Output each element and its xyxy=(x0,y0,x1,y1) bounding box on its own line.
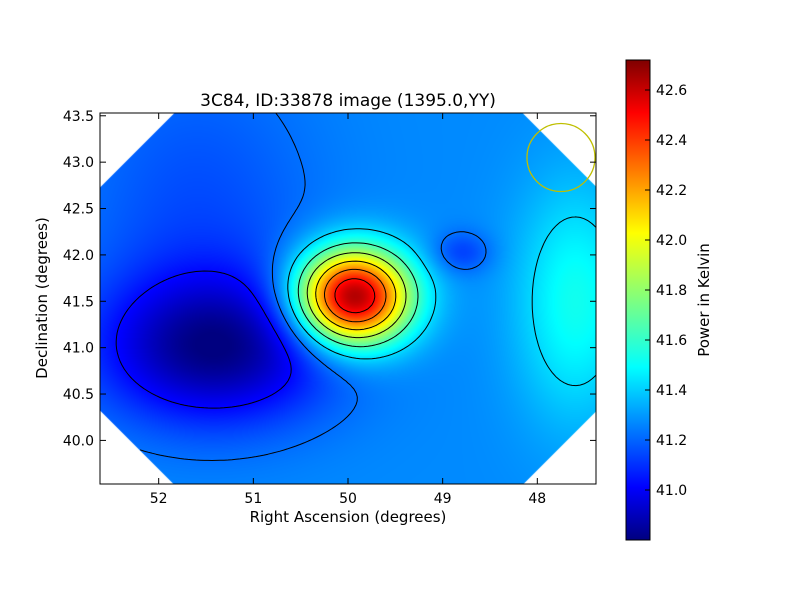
beam-marker xyxy=(526,122,596,193)
chart-title: 3C84, ID:33878 image (1395.0,YY) xyxy=(200,91,496,111)
x-tick-label: 51 xyxy=(244,491,262,507)
x-axis-label: Right Ascension (degrees) xyxy=(250,508,447,526)
x-tick-label: 50 xyxy=(339,491,357,507)
colorbar-tick-label: 41.0 xyxy=(656,483,687,499)
x-axis-ticks: 52 51 50 49 48 xyxy=(150,113,546,507)
colorbar xyxy=(625,59,651,541)
y-tick-label: 42.0 xyxy=(63,248,94,264)
colorbar-ticks: 41.0 41.2 41.4 41.6 41.8 42.0 42.2 42.4 42.6 xyxy=(645,83,687,499)
y-tick-label: 42.5 xyxy=(63,202,94,218)
contour-level-4 xyxy=(297,242,419,348)
heatmap-image xyxy=(100,113,596,484)
x-tick-label: 49 xyxy=(434,491,452,507)
y-tick-label: 43.0 xyxy=(63,155,94,171)
y-tick-label: 40.5 xyxy=(63,387,94,403)
colorbar-tick-label: 41.2 xyxy=(656,433,687,449)
colorbar-tick-label: 42.6 xyxy=(656,83,687,99)
y-tick-label: 41.5 xyxy=(63,294,94,310)
contour-level-6 xyxy=(315,260,397,331)
colorbar-tick-label: 42.2 xyxy=(656,183,687,199)
contour-level-5 xyxy=(306,252,407,339)
y-axis-ticks: 40.0 40.5 41.0 41.5 42.0 42.5 43.0 43.5 xyxy=(63,109,596,449)
contour-level-3 xyxy=(287,216,596,387)
contour-lines xyxy=(115,113,596,461)
colorbar-label: Power in Kelvin xyxy=(695,243,713,357)
colorbar-tick-label: 41.6 xyxy=(656,333,687,349)
y-tick-label: 41.0 xyxy=(63,341,94,357)
colorbar-tick-label: 41.4 xyxy=(656,383,687,399)
y-tick-label: 43.5 xyxy=(63,109,94,125)
heatmap-area xyxy=(100,113,596,484)
colorbar-tick-label: 41.8 xyxy=(656,283,687,299)
contour-level-1 xyxy=(115,270,292,409)
x-tick-label: 48 xyxy=(528,491,546,507)
colorbar-tick-label: 42.0 xyxy=(656,233,687,249)
contour-level-7 xyxy=(324,268,387,323)
contour-level-8 xyxy=(334,278,376,314)
colorbar-tick-label: 42.4 xyxy=(656,133,687,149)
x-tick-label: 52 xyxy=(150,491,168,507)
y-tick-label: 40.0 xyxy=(63,433,94,449)
y-axis-label: Declination (degrees) xyxy=(33,217,51,379)
